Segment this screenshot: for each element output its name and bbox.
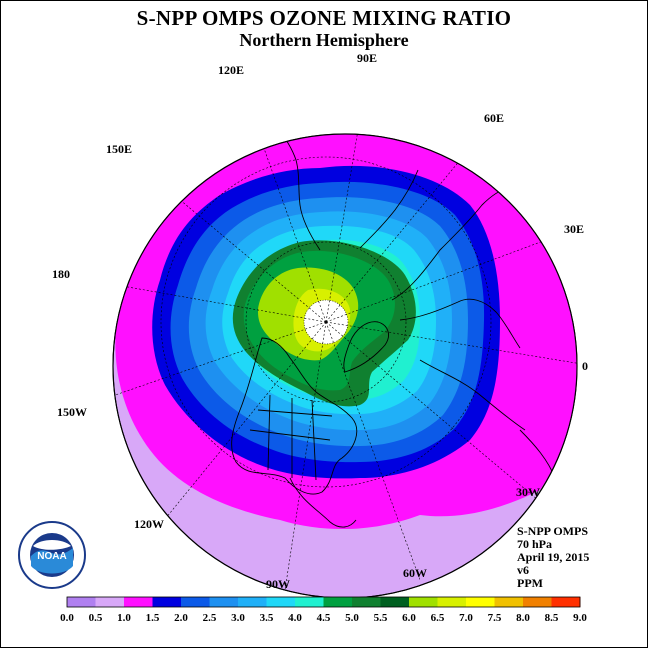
colorbar-tick-label: 8.5	[545, 612, 559, 624]
level-label: 70 hPa	[517, 537, 553, 551]
colorbar-tick-label: 6.0	[402, 612, 416, 624]
colorbar-tick-label: 7.5	[488, 612, 502, 624]
colorbar-tick-label: 5.0	[345, 612, 359, 624]
colorbar-tick-label: 9.0	[573, 612, 587, 624]
lon-label-30w: 30W	[516, 485, 540, 499]
lon-label-180: 180	[52, 267, 70, 281]
colorbar-tick-label: 3.5	[260, 612, 274, 624]
colorbar-tick-label: 2.5	[203, 612, 217, 624]
colorbar-tick-label: 7.0	[459, 612, 473, 624]
colorbar-swatch	[181, 597, 210, 607]
noaa-logo-text: NOAA	[37, 551, 66, 562]
colorbar-swatch	[209, 597, 239, 607]
graticule	[113, 134, 577, 591]
version-label: v6	[517, 563, 529, 577]
colorbar-swatch	[238, 597, 267, 607]
colorbar-swatch	[152, 597, 182, 607]
colorbar-swatch	[266, 597, 296, 607]
colorbar-swatch	[124, 597, 153, 607]
colorbar-tick-label: 6.5	[431, 612, 445, 624]
info-block: S-NPP OMPS 70 hPa April 19, 2015 v6 PPM	[517, 525, 589, 590]
colorbar-tick-label: 0.5	[89, 612, 103, 624]
colorbar-tick-label: 0.0	[60, 612, 74, 624]
instrument-label: S-NPP OMPS	[517, 524, 588, 538]
date-label: April 19, 2015	[517, 550, 590, 564]
lon-label-30e: 30E	[564, 222, 584, 236]
colorbar-border	[66, 596, 581, 608]
lon-label-90e: 90E	[357, 51, 377, 65]
coastlines	[231, 134, 556, 528]
page-subtitle: Northern Hemisphere	[239, 30, 409, 50]
colorbar-tick-label: 8.0	[516, 612, 530, 624]
colorbar-swatch	[494, 597, 524, 607]
colorbar-swatch	[523, 597, 552, 607]
colorbar-tick-label: 3.0	[231, 612, 245, 624]
colorbar-swatch	[352, 597, 381, 607]
colorbar-tick-label: 4.0	[288, 612, 302, 624]
lon-label-120e: 120E	[218, 63, 244, 77]
colorbar-swatch	[409, 597, 438, 607]
colorbar-swatch	[466, 597, 495, 607]
colorbar-swatch	[295, 597, 324, 607]
lon-label-60w: 60W	[403, 566, 427, 580]
colorbar-tick-label: 4.5	[317, 612, 331, 624]
colorbar-swatch	[437, 597, 467, 607]
colorbar-swatch	[67, 597, 96, 607]
lon-label-150w: 150W	[57, 405, 87, 419]
colorbar-tick-label: 1.5	[146, 612, 160, 624]
lon-label-0: 0	[582, 359, 588, 373]
colorbar-tick-label: 5.5	[374, 612, 388, 624]
lon-label-150e: 150E	[106, 142, 132, 156]
colorbar-swatch	[323, 597, 353, 607]
colorbar-swatch	[380, 597, 410, 607]
units-label: PPM	[517, 576, 543, 590]
page-title: S-NPP OMPS OZONE MIXING RATIO	[136, 6, 512, 30]
colorbar-tick-label: 2.0	[174, 612, 188, 624]
lon-label-60e: 60E	[484, 111, 504, 125]
colorbar-swatch	[551, 597, 581, 607]
colorbar-tick-label: 1.0	[117, 612, 131, 624]
colorbar-swatch	[95, 597, 125, 607]
ozone-contours	[113, 134, 577, 591]
lon-label-120w: 120W	[134, 517, 164, 531]
lon-label-90w: 90W	[266, 577, 290, 591]
noaa-logo: NOAA	[18, 521, 86, 589]
